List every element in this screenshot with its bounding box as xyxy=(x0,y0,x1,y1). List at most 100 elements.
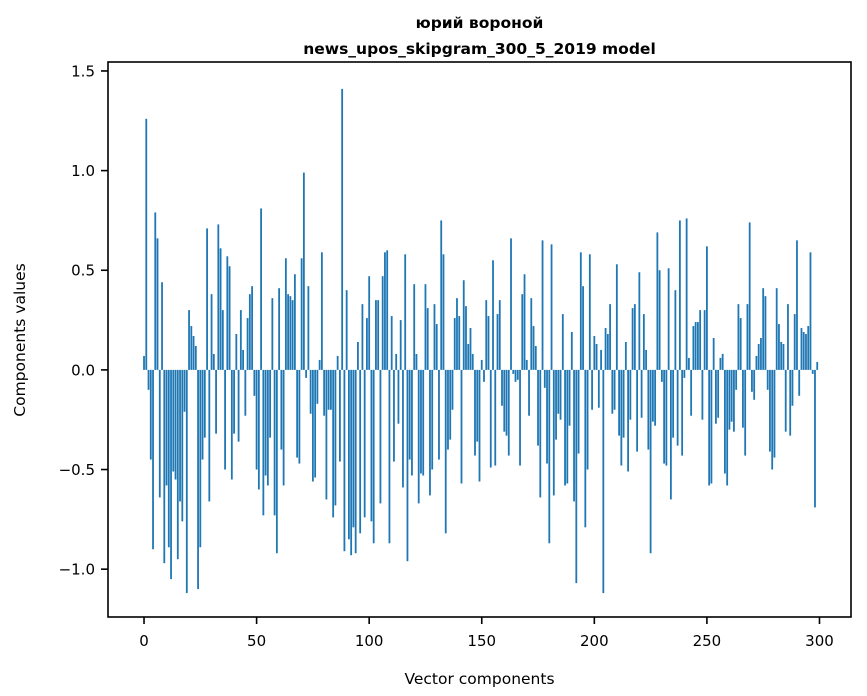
x-tick-label: 0 xyxy=(139,632,149,650)
bar xyxy=(339,369,341,462)
bar xyxy=(384,252,386,370)
bar xyxy=(769,369,771,452)
bar xyxy=(244,369,247,416)
bar xyxy=(158,369,161,498)
bar xyxy=(480,359,483,370)
bar xyxy=(393,369,395,462)
bar xyxy=(672,369,675,438)
bar xyxy=(597,369,600,408)
y-tick-label: −0.5 xyxy=(59,461,95,479)
bar xyxy=(717,369,720,418)
bar xyxy=(377,300,380,370)
bar xyxy=(456,298,458,370)
x-axis-label: Vector components xyxy=(404,670,554,688)
bar xyxy=(287,294,290,370)
bar xyxy=(674,290,677,370)
bar xyxy=(559,369,562,420)
bar xyxy=(239,310,242,370)
bar xyxy=(525,359,528,370)
bar xyxy=(386,250,389,370)
bar xyxy=(156,238,159,370)
bar xyxy=(424,284,427,370)
bar xyxy=(408,369,411,460)
bar xyxy=(744,369,747,456)
bar xyxy=(775,288,778,370)
bar xyxy=(773,369,776,458)
bar xyxy=(316,369,319,404)
bar xyxy=(719,357,722,370)
bar xyxy=(548,369,551,544)
bar xyxy=(807,326,810,370)
bar xyxy=(149,369,152,460)
bar xyxy=(429,369,431,496)
bar xyxy=(699,310,702,370)
bar xyxy=(802,332,805,370)
bar xyxy=(278,288,281,370)
bar xyxy=(460,369,463,484)
bar xyxy=(633,304,636,370)
bar xyxy=(771,369,774,470)
bar xyxy=(602,369,605,594)
bar xyxy=(647,369,650,450)
bar xyxy=(379,369,382,504)
bar xyxy=(260,208,262,370)
bar xyxy=(762,288,765,370)
bar xyxy=(516,369,519,380)
bar xyxy=(359,369,362,534)
bar xyxy=(462,280,465,370)
bar xyxy=(206,228,208,370)
bar xyxy=(681,369,684,456)
bar xyxy=(631,308,634,370)
bar xyxy=(188,310,190,370)
bar xyxy=(368,276,371,370)
bar xyxy=(636,369,639,452)
bar xyxy=(755,355,758,370)
bar xyxy=(323,369,326,416)
bar xyxy=(476,369,479,442)
bar xyxy=(494,369,497,466)
bar xyxy=(811,369,814,374)
bar xyxy=(645,349,648,370)
chart-title-line1: юрий вороной xyxy=(416,14,544,32)
bar xyxy=(793,314,796,370)
bar xyxy=(201,369,204,460)
bar xyxy=(800,328,803,370)
bar xyxy=(300,258,303,370)
bar xyxy=(541,240,544,370)
bar xyxy=(588,254,591,370)
bar xyxy=(366,318,368,370)
bar xyxy=(618,369,620,436)
bar xyxy=(417,369,420,504)
bar xyxy=(179,369,181,502)
bar xyxy=(246,318,249,370)
bar xyxy=(690,369,693,416)
bar xyxy=(440,220,443,370)
bar xyxy=(298,369,301,464)
bar xyxy=(798,369,801,396)
bar xyxy=(174,369,177,480)
bar xyxy=(210,294,213,370)
bar xyxy=(505,369,508,436)
bar xyxy=(224,369,226,470)
bar-series xyxy=(143,88,819,594)
y-axis-label: Components values xyxy=(11,263,29,416)
bar xyxy=(444,369,447,534)
bar xyxy=(397,369,400,424)
bar xyxy=(467,343,470,370)
bar xyxy=(282,369,285,486)
bar xyxy=(606,334,609,370)
bar xyxy=(390,316,393,370)
bar xyxy=(561,314,564,370)
bar xyxy=(564,369,566,486)
bar xyxy=(730,369,733,422)
bar xyxy=(757,343,760,370)
axes-ticks: 0 50 100 150 200 250 300 −1.0 −0.5 0.0 0.5 1.0 1.5 xyxy=(59,62,834,650)
bar xyxy=(375,300,377,370)
bar xyxy=(273,369,276,516)
bar xyxy=(611,369,614,414)
plot-border xyxy=(107,61,852,618)
bar xyxy=(724,369,726,474)
x-tick-label: 200 xyxy=(580,632,609,650)
